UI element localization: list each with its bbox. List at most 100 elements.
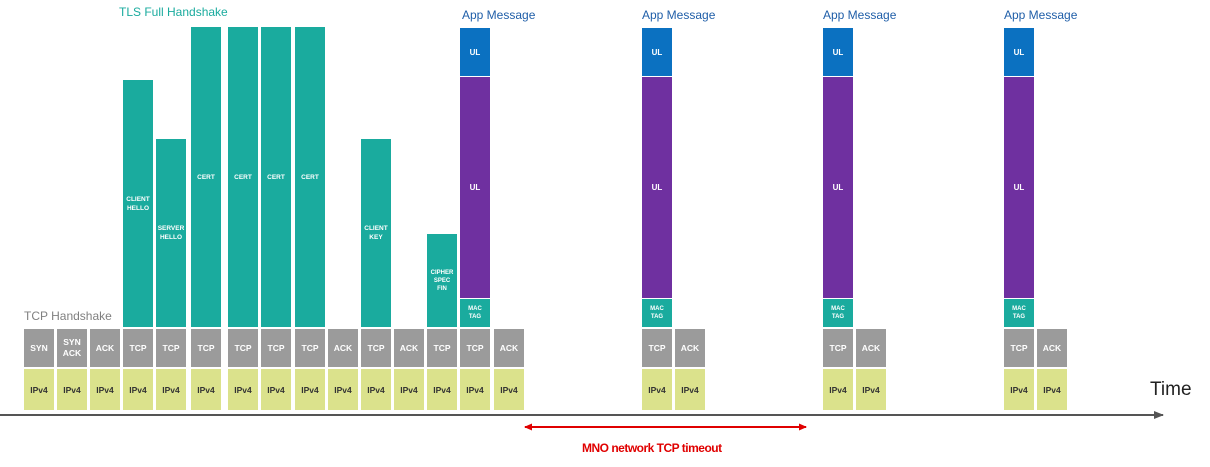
tcp-handshake-title: TCP Handshake	[24, 309, 112, 323]
ipv4-block-label: IPv4	[267, 384, 285, 395]
ipv4-block-label: IPv4	[466, 384, 484, 395]
tcp-layer-block: ACK	[675, 329, 705, 367]
ipv4-block: IPv4	[228, 369, 258, 410]
ipv4-block-label: IPv4	[162, 384, 180, 395]
tls-record-block-label: CERT	[267, 173, 285, 181]
ipv4-block-label: IPv4	[129, 384, 147, 395]
ipv4-block: IPv4	[494, 369, 524, 410]
ipv4-block-label: IPv4	[96, 384, 114, 395]
tcp-layer-block-label: SYN	[30, 342, 48, 353]
ipv4-block: IPv4	[823, 369, 853, 410]
ipv4-block-label: IPv4	[648, 384, 666, 395]
tcp-layer-block: TCP	[295, 329, 325, 367]
tcp-layer-block-label: TCP	[466, 342, 484, 353]
ipv4-block-label: IPv4	[433, 384, 451, 395]
tls-record-block: CLIENT HELLO	[123, 80, 153, 327]
tcp-layer-block: ACK	[494, 329, 524, 367]
tcp-layer-block-label: TCP	[129, 342, 147, 353]
tcp-timeout-label: MNO network TCP timeout	[582, 441, 722, 455]
tcp-layer-block: TCP	[228, 329, 258, 367]
tls-record-block-label: CERT	[197, 173, 215, 181]
tcp-layer-block: TCP	[261, 329, 291, 367]
tcp-layer-block-label: ACK	[680, 342, 700, 353]
tcp-layer-block: TCP	[191, 329, 221, 367]
tcp-layer-block-label: SYN ACK	[62, 337, 82, 358]
tcp-layer-block: TCP	[156, 329, 186, 367]
ul-header-block: UL	[642, 28, 672, 76]
tls-record-block: CERT	[228, 27, 258, 327]
ul-header-block: UL	[460, 28, 490, 76]
tcp-layer-block-label: TCP	[367, 342, 385, 353]
ul-payload-block: UL	[1004, 77, 1034, 298]
ipv4-block: IPv4	[261, 369, 291, 410]
tls-record-block-label: CIPHER SPEC FIN	[430, 269, 454, 292]
tcp-layer-block-label: TCP	[433, 342, 451, 353]
tls-record-block: CERT	[295, 27, 325, 327]
ul-payload-block: UL	[642, 77, 672, 298]
app-message-title: App Message	[462, 8, 536, 22]
ul-payload-block-label: UL	[651, 183, 663, 192]
ipv4-block-label: IPv4	[681, 384, 699, 395]
tcp-layer-block-label: TCP	[267, 342, 285, 353]
mac-tag-block-label: MAC TAG	[650, 306, 664, 320]
tcp-layer-block: SYN	[24, 329, 54, 367]
ipv4-block: IPv4	[1037, 369, 1067, 410]
mac-tag-block-label: MAC TAG	[1012, 306, 1026, 320]
ipv4-block-label: IPv4	[1010, 384, 1028, 395]
app-message-title: App Message	[823, 8, 897, 22]
ipv4-block: IPv4	[123, 369, 153, 410]
tls-record-block: CLIENT KEY	[361, 139, 391, 327]
ipv4-block-label: IPv4	[400, 384, 418, 395]
tcp-layer-block: TCP	[460, 329, 490, 367]
tls-record-block: CIPHER SPEC FIN	[427, 234, 457, 327]
ipv4-block-label: IPv4	[30, 384, 48, 395]
tcp-layer-block-label: TCP	[648, 342, 666, 353]
ipv4-block-label: IPv4	[500, 384, 518, 395]
tcp-layer-block-label: TCP	[1010, 342, 1028, 353]
tcp-layer-block-label: TCP	[197, 342, 215, 353]
tls-record-block-label: SERVER HELLO	[157, 225, 185, 241]
mac-tag-block: MAC TAG	[823, 299, 853, 327]
ipv4-block: IPv4	[642, 369, 672, 410]
ipv4-block: IPv4	[460, 369, 490, 410]
ipv4-block-label: IPv4	[829, 384, 847, 395]
ipv4-block: IPv4	[361, 369, 391, 410]
tcp-layer-block-label: TCP	[301, 342, 319, 353]
mac-tag-block-label: MAC TAG	[831, 306, 845, 320]
app-message-title: App Message	[1004, 8, 1078, 22]
mac-tag-block: MAC TAG	[642, 299, 672, 327]
ul-header-block-label: UL	[651, 47, 663, 57]
tcp-layer-block: ACK	[328, 329, 358, 367]
tcp-layer-block-label: ACK	[399, 342, 419, 353]
tls-record-block: SERVER HELLO	[156, 139, 186, 327]
tls-record-block-label: CLIENT KEY	[364, 225, 388, 241]
ul-payload-block: UL	[823, 77, 853, 298]
tcp-layer-block: TCP	[427, 329, 457, 367]
tls-record-block: CERT	[261, 27, 291, 327]
ul-header-block-label: UL	[832, 47, 844, 57]
ipv4-block: IPv4	[90, 369, 120, 410]
ipv4-block-label: IPv4	[1043, 384, 1061, 395]
tcp-layer-block-label: ACK	[333, 342, 353, 353]
ipv4-block: IPv4	[191, 369, 221, 410]
ipv4-block-label: IPv4	[301, 384, 319, 395]
ipv4-block-label: IPv4	[234, 384, 252, 395]
tls-record-block-label: CERT	[301, 173, 319, 181]
ipv4-block: IPv4	[394, 369, 424, 410]
ipv4-block: IPv4	[57, 369, 87, 410]
tls-record-block-label: CLIENT HELLO	[126, 195, 150, 212]
ipv4-block: IPv4	[24, 369, 54, 410]
ipv4-block: IPv4	[675, 369, 705, 410]
time-axis-label: Time	[1150, 379, 1192, 400]
ul-header-block: UL	[823, 28, 853, 76]
ul-payload-block: UL	[460, 77, 490, 298]
tcp-layer-block-label: ACK	[1042, 342, 1062, 353]
ul-payload-block-label: UL	[1013, 183, 1025, 192]
tcp-layer-block-label: ACK	[499, 342, 519, 353]
tcp-layer-block: SYN ACK	[57, 329, 87, 367]
ipv4-block: IPv4	[1004, 369, 1034, 410]
tcp-layer-block: ACK	[1037, 329, 1067, 367]
ipv4-block-label: IPv4	[63, 384, 81, 395]
